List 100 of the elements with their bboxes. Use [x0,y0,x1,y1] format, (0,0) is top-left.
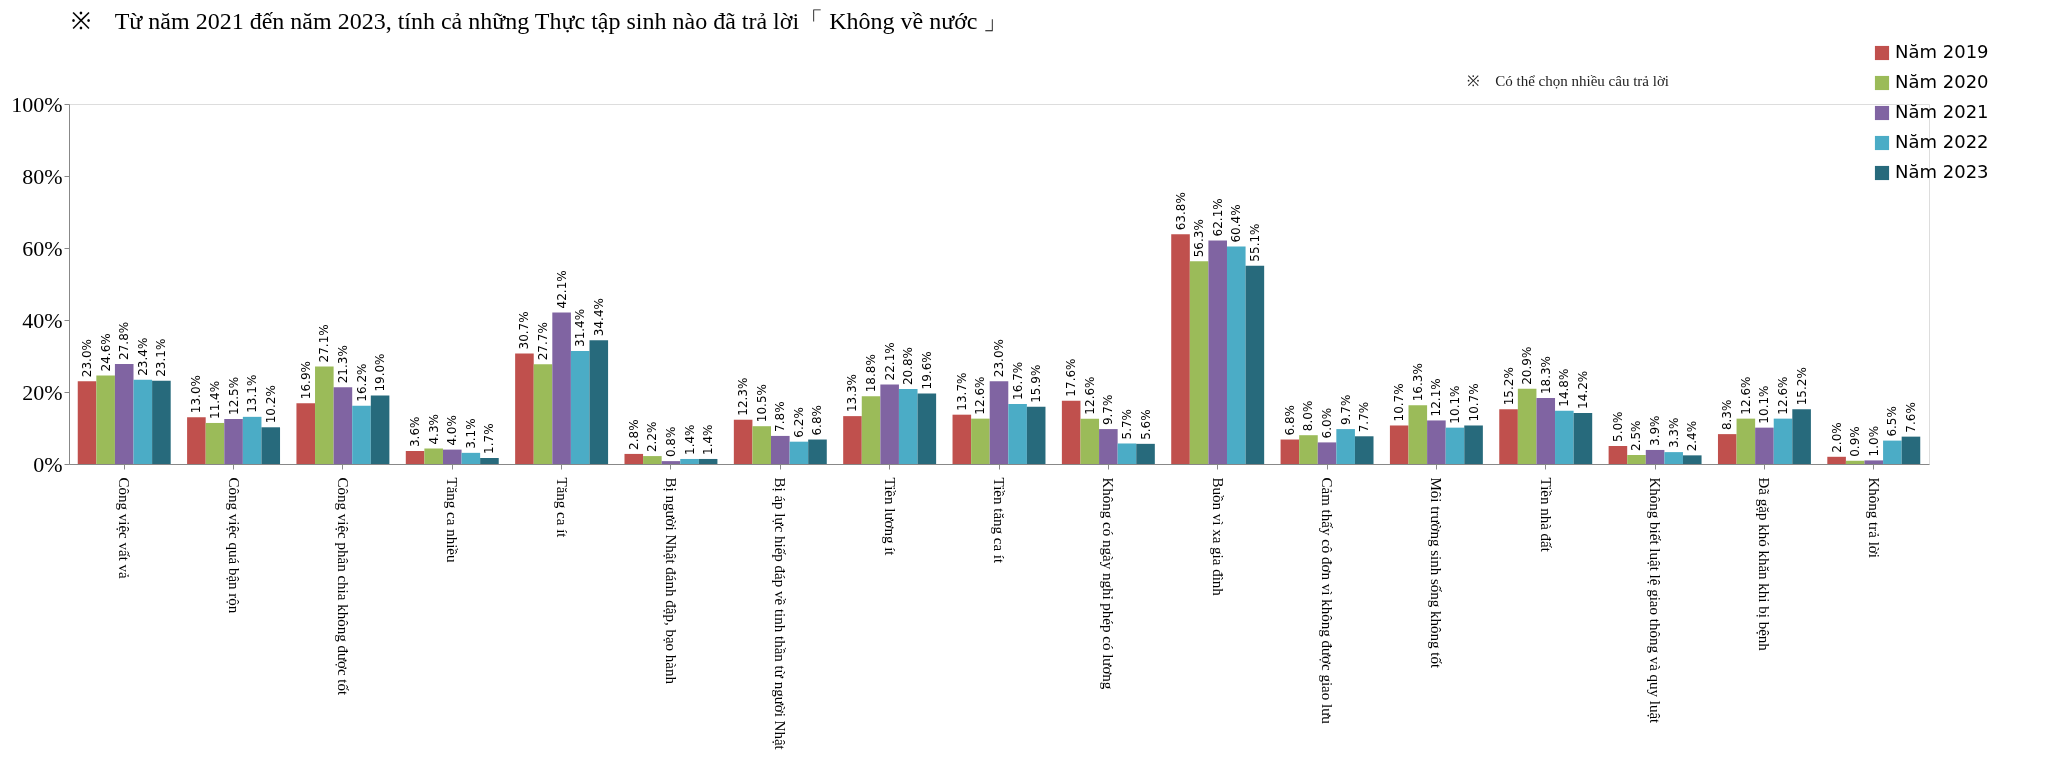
x-tick-label: Tiền tăng ca ít [991,477,1007,565]
data-label: 6.8% [1282,405,1297,436]
bar [1682,455,1702,464]
data-label: 3.3% [1666,417,1681,449]
data-label: 16.3% [1410,363,1425,402]
bar [898,389,918,464]
data-label: 10.7% [1392,383,1407,422]
bar [152,380,171,464]
data-label: 12.1% [1429,378,1444,417]
bar [917,393,937,464]
bar [296,403,316,464]
bar [1080,418,1100,464]
bar [1008,403,1027,464]
data-label: 16.7% [1010,361,1025,400]
data-label: 62.1% [1210,198,1225,237]
data-label: 27.8% [117,321,132,360]
bar [808,439,827,464]
data-label: 15.9% [1029,364,1044,403]
bar [1099,429,1118,464]
bar [843,416,862,464]
bar [224,419,243,464]
data-label: 1.4% [682,424,697,455]
data-label: 18.3% [1538,355,1553,395]
bar [1555,410,1574,464]
data-label: 42.1% [554,270,569,309]
data-label: 12.6% [973,376,988,415]
data-label: 15.2% [1794,367,1809,406]
data-label: 11.4% [207,380,222,419]
bar [1864,460,1884,464]
data-label: 13.3% [845,373,860,413]
bar [77,381,97,464]
bar [1226,246,1246,464]
bar [315,366,334,464]
data-label: 3.6% [408,416,423,448]
data-label: 31.4% [573,308,588,347]
bar [1827,456,1846,464]
data-label: 0.8% [663,426,678,458]
bar [880,384,899,464]
data-label: 34.4% [591,298,606,337]
data-label: 13.7% [954,372,969,411]
data-label: 19.0% [373,353,388,392]
data-label: 4.3% [426,414,441,445]
bar [515,353,534,464]
bar [752,426,772,464]
y-tick-label: 0% [33,451,63,477]
data-label: 2.2% [645,421,660,453]
data-label: 9.7% [1101,394,1116,426]
bar [1427,420,1446,464]
x-tick-label: Công việc phân chia không được tốt [334,477,351,697]
bar [570,350,590,464]
data-label: 20.9% [1520,346,1535,385]
data-label: 1.7% [482,423,497,454]
data-label: 30.7% [517,311,532,350]
bar [661,461,681,464]
bar [1645,449,1665,464]
x-tick-label: Cảm thấy cô đơn vì không được giao lưu [1319,477,1336,725]
legend-label: Năm 2019 [1895,41,1989,62]
bar [1608,446,1628,464]
data-label: 55.1% [1247,223,1262,262]
data-label: 0.9% [1848,426,1863,457]
data-label: 21.3% [335,345,350,384]
bar [461,452,481,464]
data-label: 2.8% [626,419,641,450]
data-label: 5.7% [1119,408,1134,440]
bar [1845,460,1865,464]
x-tick-label: Không có ngày nghỉ phép có lương [1100,477,1117,690]
data-label: 12.5% [226,376,241,415]
bar [1408,405,1428,464]
text: ※ Có thể chọn nhiều câu trả lời [1467,73,1669,89]
x-tick-label: Buồn vì xa gia đình [1209,477,1226,597]
bar [1517,388,1537,464]
bar [1189,261,1209,464]
x-tick-label: Không biết luật lệ giao thông và quy luật [1647,477,1664,725]
data-label: 14.2% [1575,370,1590,409]
bar [480,457,499,464]
bar [1664,452,1683,464]
legend-label: Năm 2023 [1895,161,1989,182]
data-label: 10.7% [1466,383,1481,422]
data-label: 7.8% [773,401,788,432]
bar [370,395,390,464]
bar [114,363,134,464]
data-label: 2.5% [1629,420,1644,451]
bar [789,441,809,464]
data-label: 12.3% [736,377,751,416]
bar [698,458,718,464]
data-label: 12.6% [1776,376,1791,415]
bar [1573,412,1593,464]
data-label: 24.6% [98,333,113,372]
data-label: 7.7% [1357,401,1372,433]
bar [1136,443,1155,464]
bar [261,427,281,464]
data-label: 23.1% [154,338,169,377]
data-label: 12.6% [1738,376,1753,415]
bar [971,418,990,464]
bar [96,375,115,464]
bar [771,435,790,464]
x-tick-label: Môi trường sinh sống không tốt [1428,477,1445,669]
bar [533,364,553,464]
data-label: 27.1% [317,324,332,363]
bar [1317,442,1337,464]
